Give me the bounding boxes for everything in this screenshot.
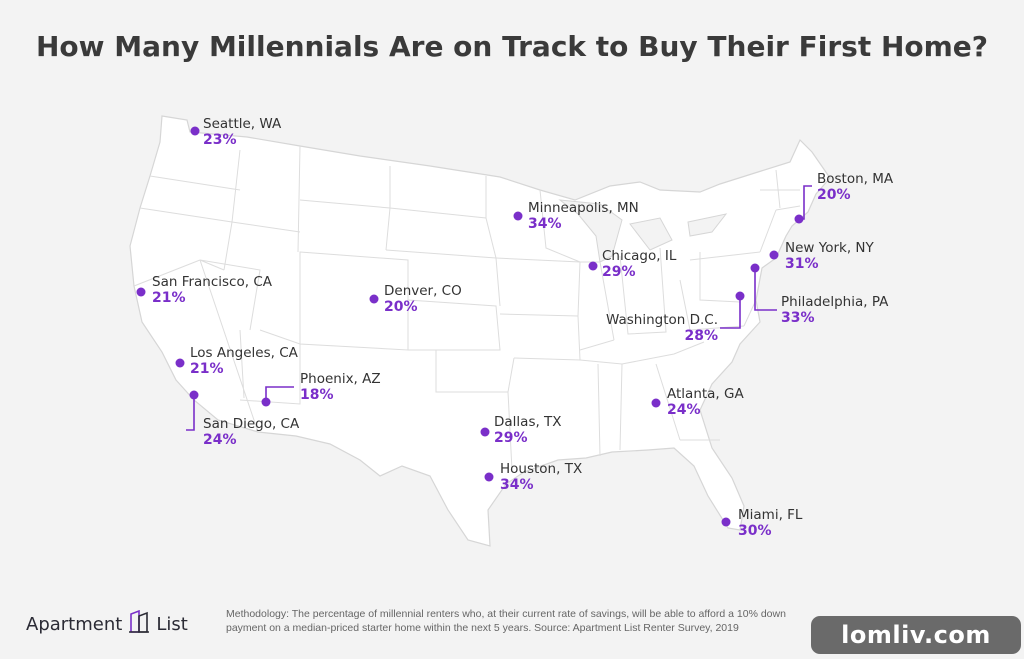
city-pct: 23% <box>203 132 237 148</box>
city-pct: 34% <box>500 477 534 493</box>
city-pct: 20% <box>817 187 851 203</box>
city-pct: 21% <box>190 361 224 377</box>
city-chicago: Chicago, IL 29% <box>602 248 676 280</box>
city-name: Denver, CO <box>384 283 462 299</box>
us-map <box>129 115 831 547</box>
phoenix-leader <box>265 386 294 402</box>
city-minneapolis: Minneapolis, MN 34% <box>528 200 639 232</box>
city-name: Seattle, WA <box>203 116 282 132</box>
methodology-note: Methodology: The percentage of millennia… <box>226 608 786 634</box>
city-name: Washington D.C. <box>605 312 718 328</box>
city-pct: 21% <box>152 290 186 306</box>
city-pct: 24% <box>667 402 701 418</box>
city-name: Phoenix, AZ <box>300 371 381 387</box>
dot-washington <box>735 291 745 301</box>
dot-miami <box>721 517 731 527</box>
city-houston: Houston, TX 34% <box>500 461 582 493</box>
city-name: Miami, FL <box>738 507 803 523</box>
city-pct: 29% <box>602 264 636 280</box>
city-phoenix: Phoenix, AZ 18% <box>300 371 381 403</box>
city-dots <box>136 126 804 527</box>
logo-text-right: List <box>156 614 188 635</box>
page-title: How Many Millennials Are on Track to Buy… <box>35 30 989 63</box>
apartment-list-logo-icon <box>128 609 150 639</box>
philadelphia-leader <box>754 268 777 311</box>
dot-philadelphia <box>750 263 760 273</box>
dot-boston <box>794 214 804 224</box>
city-pct: 33% <box>781 310 815 326</box>
city-newyork: New York, NY 31% <box>785 240 874 272</box>
dot-sanfrancisco <box>136 287 146 297</box>
logo-text-left: Apartment <box>26 614 123 635</box>
city-pct: 28% <box>684 328 718 344</box>
city-miami: Miami, FL 30% <box>738 507 802 539</box>
dot-losangeles <box>175 358 185 368</box>
leader-lines <box>186 185 812 431</box>
city-denver: Denver, CO 20% <box>384 283 462 315</box>
city-name: Dallas, TX <box>494 414 562 430</box>
city-losangeles: Los Angeles, CA 21% <box>190 345 298 377</box>
dot-houston <box>484 472 494 482</box>
city-name: Houston, TX <box>500 461 583 477</box>
dot-minneapolis <box>513 211 523 221</box>
city-name: San Francisco, CA <box>152 274 272 290</box>
dot-newyork <box>769 250 779 260</box>
city-pct: 34% <box>528 216 562 232</box>
state-borders <box>133 145 801 471</box>
apartment-list-logo: Apartment List <box>26 609 188 639</box>
city-washington: Washington D.C. 28% <box>586 312 718 344</box>
city-name: Chicago, IL <box>602 248 677 264</box>
city-pct: 29% <box>494 430 528 446</box>
city-pct: 24% <box>203 432 237 448</box>
city-boston: Boston, MA 20% <box>817 171 893 203</box>
city-atlanta: Atlanta, GA 24% <box>667 386 744 418</box>
city-sanfrancisco: San Francisco, CA 21% <box>152 274 272 306</box>
city-name: Philadelphia, PA <box>781 294 889 310</box>
us-outline <box>129 115 831 547</box>
dot-denver <box>369 294 379 304</box>
watermark: lomliv.com <box>811 616 1021 654</box>
dot-phoenix <box>261 397 271 407</box>
city-name: Boston, MA <box>817 171 894 187</box>
great-lakes <box>558 199 728 263</box>
city-name: San Diego, CA <box>203 416 300 432</box>
city-sandiego: San Diego, CA 24% <box>203 416 299 448</box>
dot-chicago <box>588 261 598 271</box>
dot-sandiego <box>189 390 199 400</box>
city-dallas: Dallas, TX 29% <box>494 414 562 446</box>
city-name: Minneapolis, MN <box>528 200 639 216</box>
city-pct: 18% <box>300 387 334 403</box>
city-pct: 20% <box>384 299 418 315</box>
dot-seattle <box>190 126 200 136</box>
sandiego-leader <box>186 395 195 431</box>
city-pct: 30% <box>738 523 772 539</box>
city-name: Los Angeles, CA <box>190 345 298 361</box>
washington-leader <box>720 296 741 329</box>
city-seattle: Seattle, WA 23% <box>203 116 281 148</box>
city-name: New York, NY <box>785 240 874 256</box>
city-pct: 31% <box>785 256 819 272</box>
dot-dallas <box>480 427 490 437</box>
city-name: Atlanta, GA <box>667 386 744 402</box>
dot-atlanta <box>651 398 661 408</box>
city-philadelphia: Philadelphia, PA 33% <box>781 294 888 326</box>
